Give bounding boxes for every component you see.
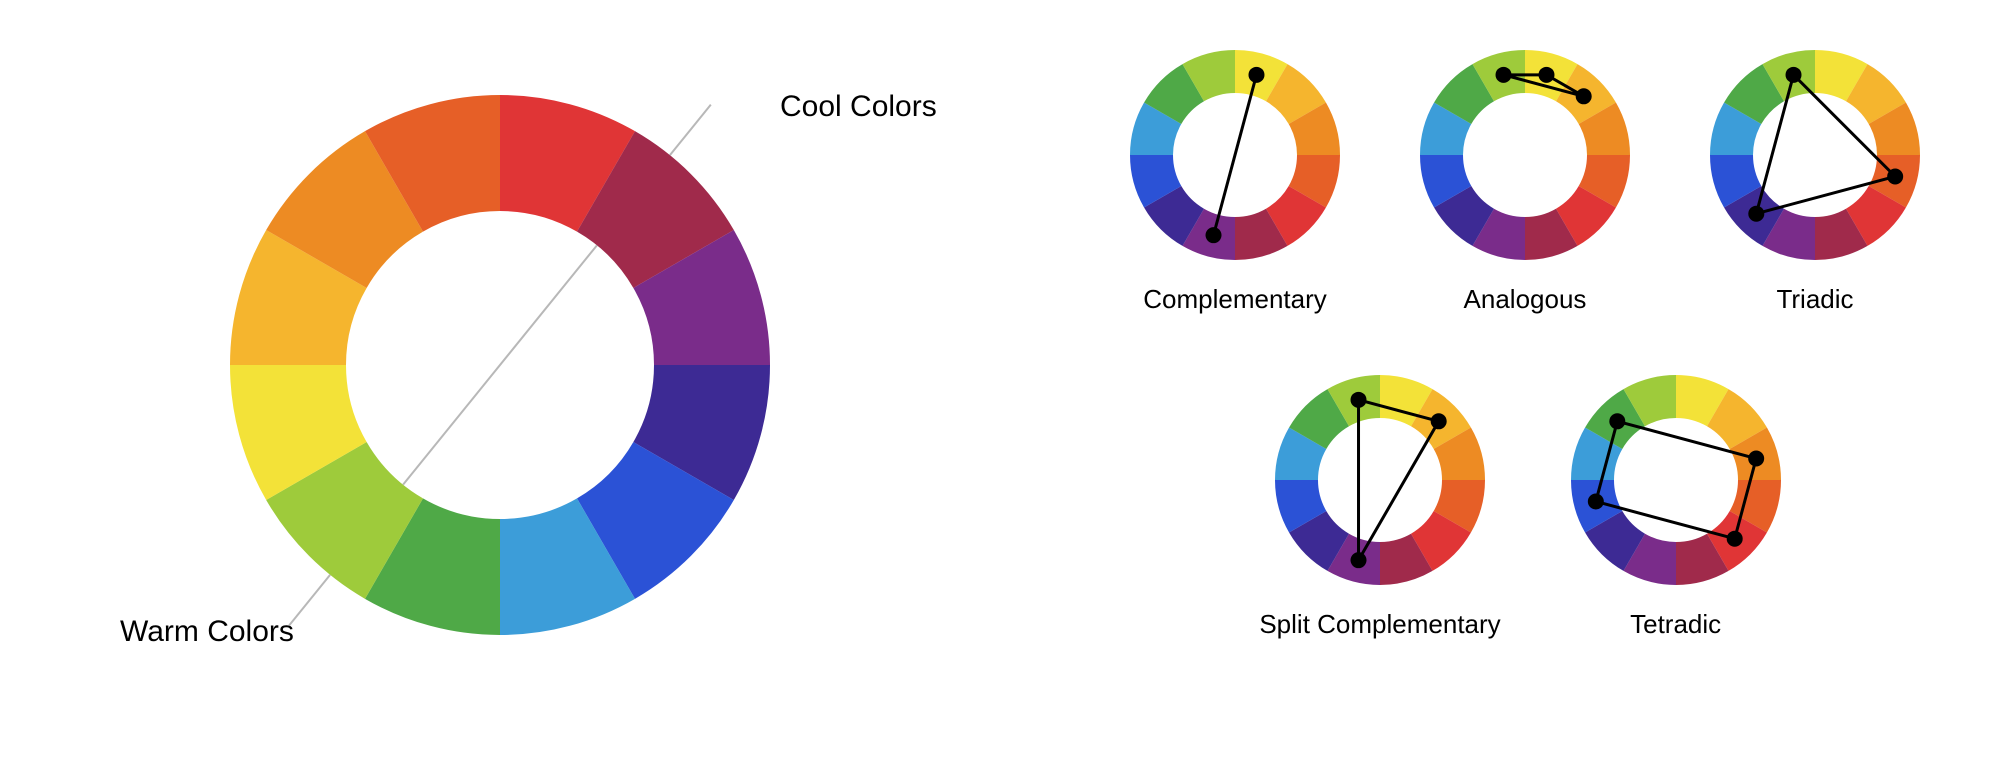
scheme-marker-dot bbox=[1786, 67, 1802, 83]
scheme-color-wheel bbox=[1561, 365, 1791, 595]
warm-colors-label: Warm Colors bbox=[120, 615, 294, 649]
scheme-marker-dot bbox=[1248, 67, 1264, 83]
scheme-marker-dot bbox=[1496, 67, 1512, 83]
scheme-marker-dot bbox=[1538, 67, 1554, 83]
scheme-item: Complementary bbox=[1120, 40, 1350, 315]
scheme-item: Analogous bbox=[1410, 40, 1640, 315]
scheme-marker-dot bbox=[1351, 392, 1367, 408]
scheme-label: Analogous bbox=[1464, 284, 1587, 315]
scheme-marker-dot bbox=[1576, 88, 1592, 104]
scheme-label: Split Complementary bbox=[1259, 609, 1500, 640]
scheme-item: Split Complementary bbox=[1259, 365, 1500, 640]
scheme-label: Triadic bbox=[1776, 284, 1853, 315]
scheme-item: Tetradic bbox=[1561, 365, 1791, 640]
main-color-wheel-area: Cool Colors Warm Colors bbox=[100, 35, 960, 735]
color-scheme-grid: Complementary Analogous Triadic Split Comp… bbox=[1120, 40, 1930, 640]
scheme-label: Complementary bbox=[1143, 284, 1327, 315]
cool-colors-label: Cool Colors bbox=[780, 90, 937, 124]
scheme-marker-dot bbox=[1748, 206, 1764, 222]
scheme-marker-dot bbox=[1748, 451, 1764, 467]
scheme-color-wheel bbox=[1410, 40, 1640, 270]
scheme-row-1: Complementary Analogous Triadic bbox=[1120, 40, 1930, 315]
divider-line bbox=[670, 105, 711, 156]
scheme-connector bbox=[1214, 75, 1257, 235]
divider-line bbox=[289, 575, 330, 626]
scheme-marker-dot bbox=[1609, 413, 1625, 429]
scheme-marker-dot bbox=[1206, 227, 1222, 243]
scheme-marker-dot bbox=[1351, 552, 1367, 568]
scheme-color-wheel bbox=[1700, 40, 1930, 270]
scheme-marker-dot bbox=[1726, 531, 1742, 547]
scheme-marker-dot bbox=[1887, 168, 1903, 184]
divider-line bbox=[403, 245, 597, 484]
scheme-color-wheel bbox=[1265, 365, 1495, 595]
scheme-marker-dot bbox=[1431, 413, 1447, 429]
scheme-color-wheel bbox=[1120, 40, 1350, 270]
scheme-label: Tetradic bbox=[1630, 609, 1721, 640]
scheme-item: Triadic bbox=[1700, 40, 1930, 315]
scheme-marker-dot bbox=[1587, 493, 1603, 509]
scheme-row-2: Split Complementary Tetradic bbox=[1120, 365, 1930, 640]
